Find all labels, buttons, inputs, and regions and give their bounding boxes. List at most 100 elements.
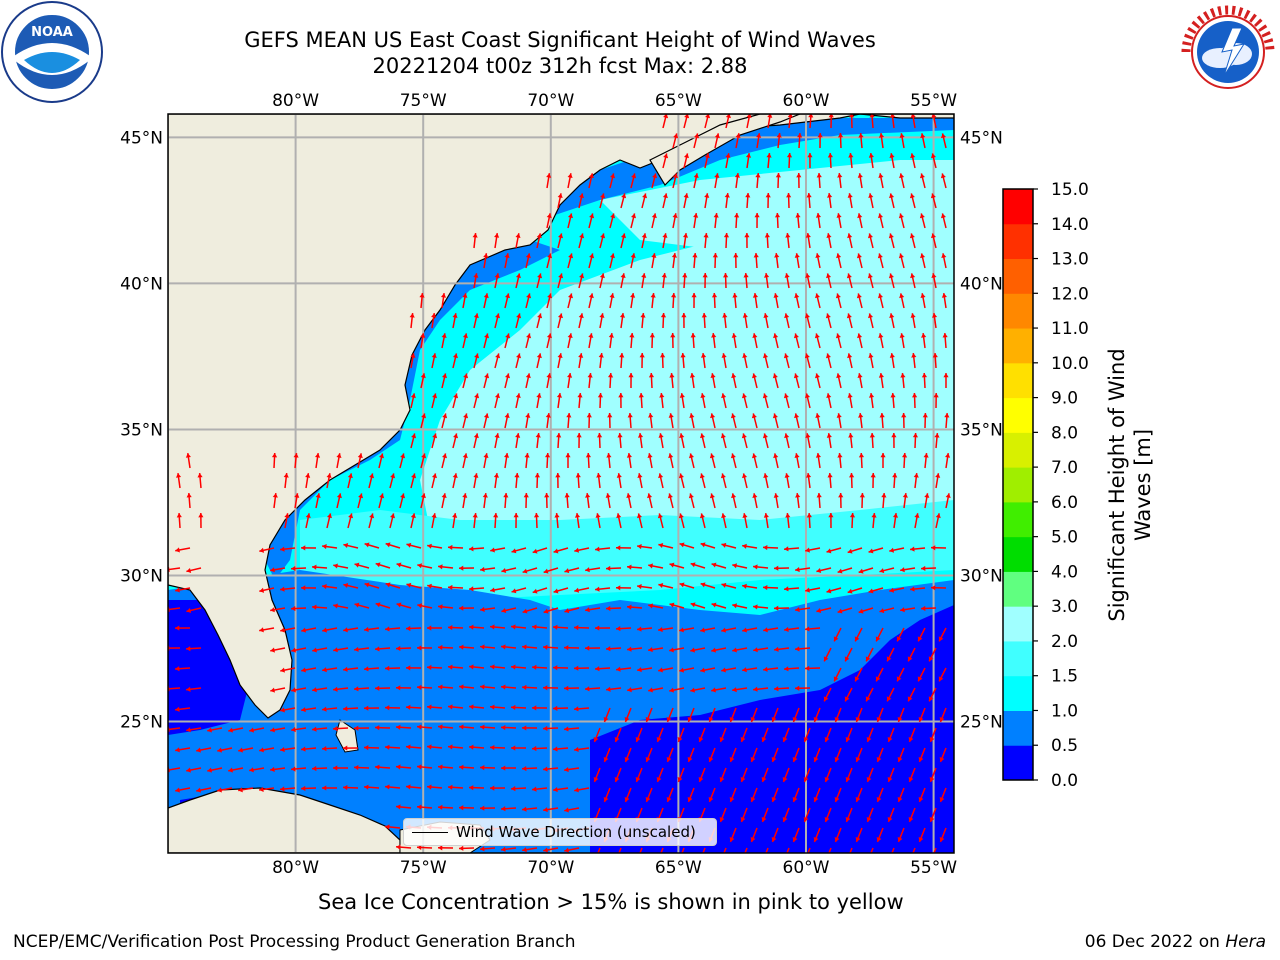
wave-direction-arrowhead [931, 545, 936, 551]
wave-direction-arrowhead [908, 737, 914, 742]
wave-direction-arrowhead [343, 706, 348, 712]
wave-direction-arrowhead [886, 656, 892, 662]
wave-direction-arrowhead [698, 737, 704, 742]
wave-direction-arrowhead [793, 373, 799, 379]
wave-direction-arrow [681, 847, 685, 853]
wave-direction-arrowhead [750, 797, 756, 802]
wave-direction-arrowhead [773, 453, 779, 459]
wave-direction-arrowhead [712, 253, 718, 258]
wave-direction-arrowhead [805, 393, 811, 399]
wave-direction-arrowhead [511, 624, 516, 630]
wave-direction-arrowhead [606, 605, 611, 612]
wave-direction-arrowhead [902, 493, 908, 498]
axis-labels: 80°W 80°W 75°W 75°W 70°W 70°W 65°W 65°W 60°W 60°W… [120, 91, 1003, 878]
wave-direction-arrowhead [773, 333, 779, 339]
wave-direction-arrowhead [784, 626, 789, 632]
wave-direction-arrowhead [186, 767, 191, 773]
wave-direction-arrowhead [385, 665, 390, 671]
wave-direction-arrowhead [742, 667, 747, 673]
wave-direction-arrowhead [869, 433, 875, 438]
wave-direction-arrowhead [806, 473, 812, 478]
wave-direction-arrowhead [635, 737, 641, 742]
wave-direction-arrow [702, 847, 706, 853]
wave-direction-arrowhead [516, 313, 522, 319]
wave-direction-arrowhead [792, 797, 798, 802]
wave-direction-arrowhead [270, 687, 276, 693]
wave-direction-arrowhead [720, 433, 726, 439]
wave-direction-arrowhead [610, 213, 616, 219]
lat-label-left: 30°N [120, 567, 163, 587]
wave-direction-arrowhead [312, 564, 317, 570]
wave-direction-arrowhead [920, 253, 926, 259]
wave-direction-arrowhead [259, 786, 264, 792]
wave-direction-arrowhead [473, 473, 479, 478]
wave-direction-arrowhead [870, 473, 876, 478]
wave-direction-arrowhead [745, 193, 751, 198]
wave-direction-arrowhead [564, 493, 570, 498]
wave-direction-arrowhead [312, 647, 317, 653]
colorbar-tick-label: 4.0 [1051, 562, 1078, 582]
colorbar-title-line2: Waves [m] [1131, 429, 1155, 541]
wave-direction-arrowhead [440, 293, 447, 298]
wave-direction-arrowhead [385, 626, 390, 632]
wave-direction-arrowhead [603, 797, 609, 802]
wave-direction-arrowhead [642, 193, 648, 199]
wave-direction-arrowhead [575, 473, 581, 478]
wave-direction-arrowhead [868, 313, 874, 319]
wave-direction-arrowhead [648, 603, 653, 609]
wave-direction-arrowhead [826, 233, 832, 238]
wave-direction-arrowhead [837, 133, 844, 138]
wave-direction-arrowhead [732, 293, 738, 298]
wave-direction-arrowhead [514, 473, 520, 478]
wave-direction-arrowhead [865, 656, 871, 662]
wave-direction-arrowhead [730, 413, 736, 419]
wave-direction-arrowhead [259, 587, 265, 593]
wave-direction-arrowhead [196, 747, 201, 753]
wave-direction-arrowhead [490, 785, 495, 791]
wave-direction-arrowhead [656, 777, 662, 782]
wave-direction-arrowhead [794, 413, 800, 419]
wave-direction-arrowhead [553, 746, 558, 752]
wave-direction-arrowhead [272, 493, 278, 498]
wave-direction-arrowhead [729, 837, 735, 842]
wave-direction-arrowhead [912, 393, 918, 398]
wave-direction-arrowhead [888, 857, 893, 862]
wave-direction-arrowhead [826, 588, 832, 594]
wave-direction-arrowhead [928, 696, 934, 702]
wave-direction-arrowhead [816, 568, 822, 574]
wave-direction-arrowhead [772, 373, 778, 379]
wave-direction-arrowhead [522, 766, 527, 772]
wave-direction-arrowhead [933, 393, 939, 398]
wave-direction-arrowhead [725, 114, 731, 119]
wave-direction-arrowhead [614, 777, 620, 782]
wave-direction-arrowhead [637, 626, 642, 632]
wave-direction-arrowhead [493, 473, 499, 478]
wave-direction-arrow [618, 847, 622, 853]
wave-direction-arrowhead [501, 684, 506, 690]
wave-direction-arrowhead [721, 582, 727, 588]
wave-direction-arrowhead [186, 646, 191, 652]
wave-direction-arrowhead [709, 493, 715, 499]
wave-direction-arrowhead [375, 725, 380, 731]
wave-direction-arrowhead [624, 717, 630, 722]
wave-direction-arrowhead [795, 606, 800, 613]
wave-direction-arrowhead [627, 646, 632, 652]
wave-direction-arrowhead [427, 625, 432, 631]
wave-direction-arrowhead [709, 453, 715, 459]
wave-direction-arrow [828, 847, 832, 853]
wave-direction-arrowhead [816, 493, 822, 498]
wave-direction-arrowhead [683, 193, 689, 199]
wave-direction-arrowhead [515, 233, 521, 238]
wave-direction-arrowhead [660, 313, 667, 318]
wave-direction-arrowhead [910, 586, 915, 592]
wave-direction-arrowhead [868, 193, 874, 199]
wave-direction-arrowhead [834, 757, 840, 762]
wave-direction-arrowhead [824, 777, 830, 782]
wave-zone-0-0p5-gulf [168, 600, 250, 735]
wave-direction-arrowhead [417, 724, 422, 730]
wave-direction-arrowhead [826, 548, 832, 554]
wave-direction-arrowhead [585, 607, 590, 613]
wave-direction-arrowhead [596, 473, 602, 478]
wave-direction-arrowhead [816, 608, 822, 614]
wave-direction-arrowhead [438, 644, 443, 651]
